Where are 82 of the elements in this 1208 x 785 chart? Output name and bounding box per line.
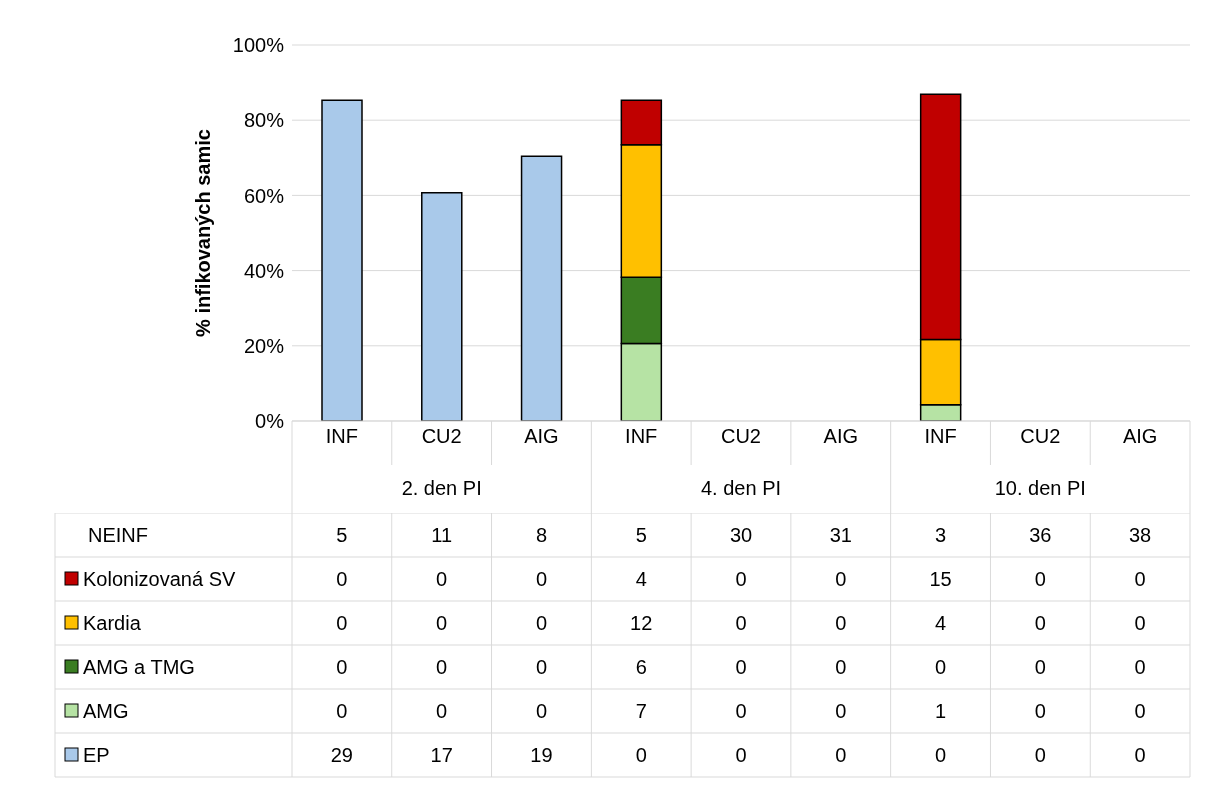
data-label: 8 <box>535 524 548 546</box>
y-tick-label: 80% <box>243 109 285 132</box>
data-label: 0 <box>336 656 348 678</box>
x-tick-label: CU2 <box>720 425 762 448</box>
data-label: 0 <box>336 700 348 722</box>
x-tick-label: AIG <box>524 425 559 448</box>
data-label: 0 <box>735 700 747 722</box>
y-tick-label: AMG a TMG <box>83 656 195 678</box>
data-label: 17 <box>430 744 453 766</box>
data-label: 0 <box>436 656 448 678</box>
data-label: 38 <box>1128 524 1152 546</box>
data-label: 1 <box>934 700 947 722</box>
y-tick-label: 60% <box>243 184 285 207</box>
x-tick-label: AIG <box>1122 425 1158 448</box>
data-label: 36 <box>1029 524 1052 546</box>
y-axis-title: % infikovaných samic <box>192 129 215 337</box>
data-label: 6 <box>635 656 647 678</box>
data-label: 0 <box>835 568 847 590</box>
data-label: 0 <box>735 612 747 634</box>
data-label: 0 <box>835 700 847 722</box>
bar <box>421 192 463 421</box>
y-tick-label: NEINF <box>88 524 148 546</box>
data-label: 0 <box>835 612 847 634</box>
data-label: 0 <box>336 612 348 634</box>
data-label: 0 <box>436 612 448 634</box>
data-label: 0 <box>934 744 947 766</box>
data-label: 0 <box>635 744 647 766</box>
x-tick-label: CU2 <box>1020 425 1061 448</box>
y-tick-label: 40% <box>243 259 285 282</box>
data-label: 31 <box>829 524 852 546</box>
data-label: 0 <box>1034 612 1046 634</box>
data-label: 12 <box>630 612 653 634</box>
data-label: 3 <box>934 524 947 546</box>
y-tick-label: EP <box>83 744 110 766</box>
x-tick-label: AIG <box>823 425 858 448</box>
data-label: 0 <box>735 744 747 766</box>
data-label: 0 <box>436 568 448 590</box>
text: 4. den PI <box>700 477 782 499</box>
data-label: 0 <box>835 656 847 678</box>
data-label: 0 <box>1034 568 1046 590</box>
data-label: 4 <box>635 568 647 590</box>
y-tick-label: Kolonizovaná SV <box>83 568 236 590</box>
data-label: 0 <box>436 700 448 722</box>
y-tick-label: 0% <box>255 410 285 433</box>
data-label: 19 <box>530 744 553 766</box>
x-tick-label: INF <box>325 425 358 448</box>
bar <box>321 99 363 421</box>
x-tick-label: CU2 <box>421 425 462 448</box>
bar <box>520 155 563 421</box>
data-label: 0 <box>535 568 548 590</box>
data-label: 4 <box>934 612 947 634</box>
data-label: 0 <box>934 656 947 678</box>
data-label: 0 <box>1034 744 1046 766</box>
data-label: 0 <box>1134 612 1146 634</box>
data-label: 0 <box>1034 700 1046 722</box>
data-label: 5 <box>635 524 647 546</box>
data-label: 7 <box>635 700 647 722</box>
x-tick-label: INF <box>924 425 957 448</box>
y-tick-label: Kardia <box>83 612 142 634</box>
data-label: 0 <box>1034 656 1046 678</box>
data-label: 0 <box>735 568 747 590</box>
data-label: 0 <box>1134 568 1146 590</box>
data-label: 0 <box>1134 744 1146 766</box>
data-label: 0 <box>1134 656 1146 678</box>
data-label: 0 <box>1134 700 1146 722</box>
data-label: 0 <box>535 700 548 722</box>
text: 10. den PI <box>994 477 1086 499</box>
data-label: 11 <box>431 524 453 546</box>
y-tick-label: 100% <box>232 34 285 57</box>
x-tick-label: INF <box>625 425 658 448</box>
data-label: 0 <box>535 612 548 634</box>
data-label: 30 <box>729 524 753 546</box>
data-label: 5 <box>336 524 348 546</box>
y-tick-label: AMG <box>83 700 129 722</box>
y-tick-label: 20% <box>243 334 285 357</box>
data-label: 0 <box>735 656 747 678</box>
data-label: 0 <box>835 744 847 766</box>
data-label: 15 <box>929 568 952 590</box>
text: 2. den PI <box>401 477 482 499</box>
data-label: 29 <box>330 744 354 766</box>
data-label: 0 <box>535 656 548 678</box>
data-label: 0 <box>336 568 348 590</box>
